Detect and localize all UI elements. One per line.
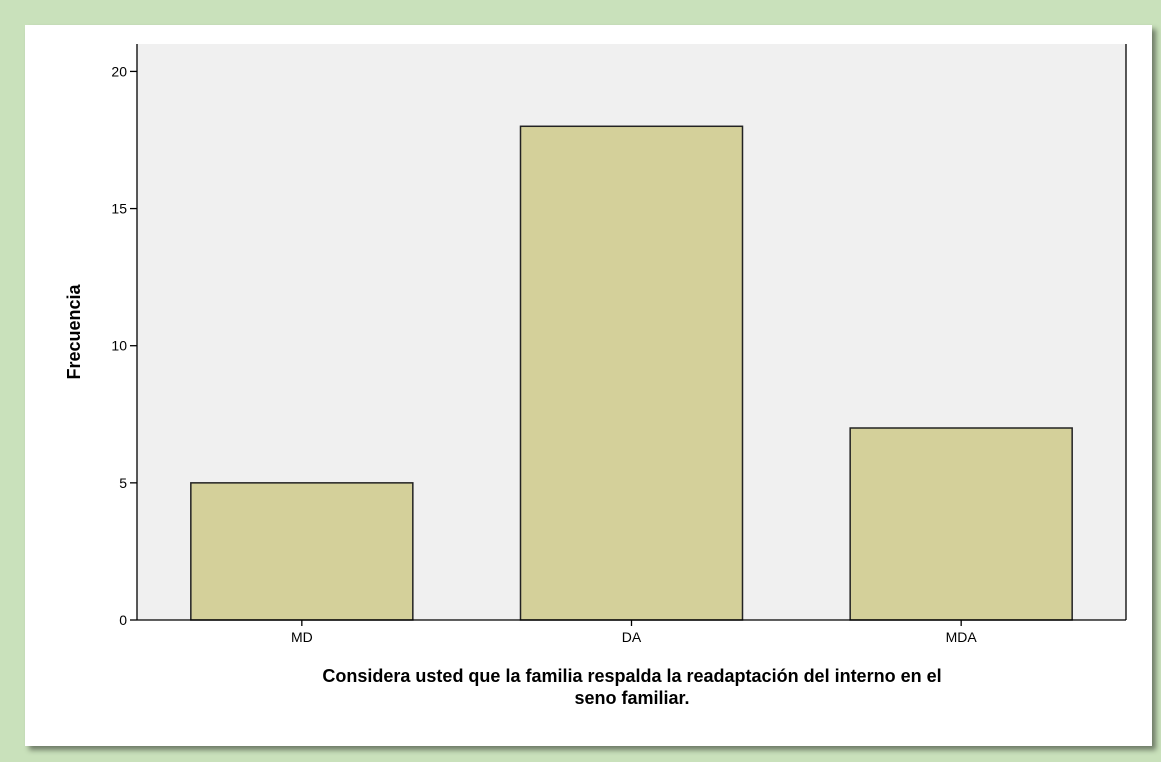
x-axis-title-line-1: Considera usted que la familia respalda …: [322, 666, 941, 686]
bars-group: [190, 125, 1073, 621]
y-ticks-group: 0 5 10 15 20: [111, 63, 137, 628]
x-tick-label: DA: [622, 629, 642, 645]
bar-da: [519, 125, 744, 621]
y-tick-label: 15: [111, 201, 127, 217]
bar-mda: [849, 427, 1073, 621]
y-tick-label: 20: [111, 63, 127, 79]
x-tick-label: MD: [291, 629, 313, 645]
y-tick-label: 5: [119, 475, 127, 491]
x-ticks-group: MD DA MDA: [291, 620, 977, 645]
bar-md: [190, 482, 414, 621]
y-axis-title: Frecuencia: [64, 283, 84, 379]
x-tick-label: MDA: [946, 629, 978, 645]
x-axis-title-line-2: seno familiar.: [574, 688, 689, 708]
y-tick-label: 10: [111, 338, 127, 354]
y-tick-label: 0: [119, 612, 127, 628]
